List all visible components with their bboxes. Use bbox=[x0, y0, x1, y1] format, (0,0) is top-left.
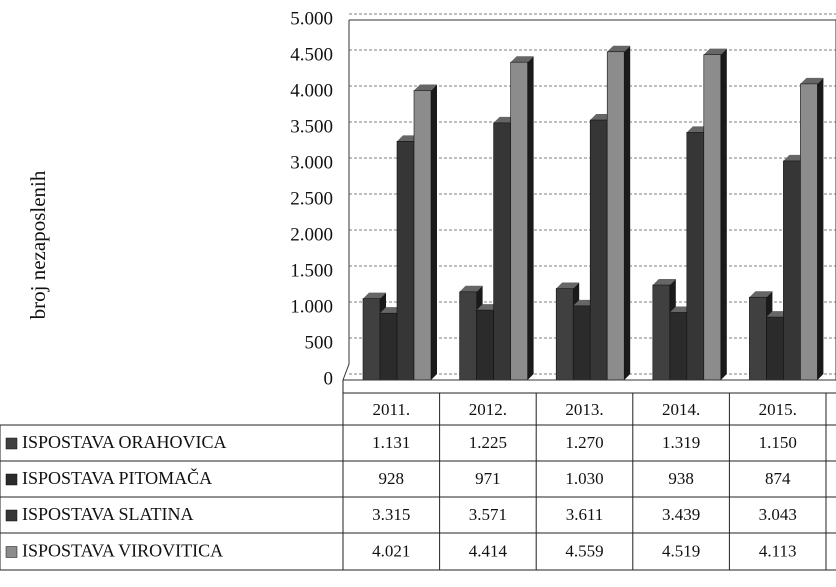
y-tick-label: 2.000 bbox=[290, 224, 333, 245]
data-label: 938 bbox=[668, 469, 694, 488]
y-tick-label: 1.500 bbox=[290, 260, 333, 281]
bar-top bbox=[652, 279, 676, 286]
bar-side bbox=[527, 56, 534, 380]
bar-side bbox=[817, 77, 824, 380]
bar bbox=[606, 51, 625, 381]
data-label: 3.315 bbox=[372, 505, 410, 524]
data-label: 3.439 bbox=[662, 505, 700, 524]
bar bbox=[493, 122, 511, 381]
bar bbox=[476, 309, 494, 381]
y-axis-title: broj nezaposlenih bbox=[26, 170, 50, 319]
x-tick-label: 2011. bbox=[372, 400, 410, 419]
bar-side bbox=[431, 84, 437, 380]
y-tick-label: 0 bbox=[324, 368, 334, 389]
bar bbox=[766, 316, 784, 381]
bar-top bbox=[703, 48, 727, 55]
bar bbox=[800, 83, 818, 381]
y-tick-label: 500 bbox=[305, 332, 334, 353]
legend-swatch bbox=[5, 437, 18, 450]
legend-swatch bbox=[5, 546, 18, 558]
bar bbox=[669, 312, 688, 381]
data-label: 4.559 bbox=[565, 541, 603, 560]
y-tick-label: 2.500 bbox=[290, 188, 333, 209]
y-tick-label: 1.000 bbox=[290, 296, 333, 317]
data-label: 4.414 bbox=[469, 541, 508, 560]
x-tick-label: 2015. bbox=[759, 400, 797, 419]
bar-top bbox=[800, 77, 824, 84]
bar-top bbox=[607, 45, 631, 52]
y-tick-label: 4.500 bbox=[290, 44, 333, 65]
bar-side bbox=[720, 48, 727, 381]
legend-swatch bbox=[5, 509, 18, 522]
bar bbox=[572, 305, 591, 381]
bar bbox=[413, 90, 432, 381]
data-label: 1.030 bbox=[565, 469, 603, 488]
bar-side bbox=[624, 45, 631, 380]
data-label: 4.519 bbox=[662, 541, 700, 560]
x-tick-label: 2012. bbox=[469, 400, 507, 419]
data-label: 1.150 bbox=[759, 433, 797, 452]
x-tick-label: 2014. bbox=[662, 400, 700, 419]
y-tick-label: 4.000 bbox=[290, 80, 333, 101]
data-label: 4.113 bbox=[759, 541, 797, 560]
data-label: 3.571 bbox=[469, 505, 507, 524]
data-label: 3.043 bbox=[759, 505, 797, 524]
legend-label: ISPOSTAVA VIROVITICA bbox=[22, 541, 223, 561]
y-tick-label: 3.000 bbox=[290, 152, 333, 173]
x-tick-label: 2013. bbox=[565, 400, 603, 419]
data-label: 928 bbox=[379, 469, 405, 488]
bar bbox=[749, 296, 767, 381]
bar-top bbox=[363, 292, 386, 299]
data-label: 1.319 bbox=[662, 433, 700, 452]
bar bbox=[379, 312, 398, 381]
bar bbox=[652, 284, 671, 381]
bar bbox=[686, 132, 705, 381]
data-label: 1.270 bbox=[565, 433, 603, 452]
data-label: 874 bbox=[765, 469, 791, 488]
bar-top bbox=[510, 56, 534, 63]
data-label: 3.611 bbox=[566, 505, 604, 524]
plot-wall bbox=[342, 19, 836, 381]
legend-swatch bbox=[5, 473, 18, 486]
bar bbox=[783, 160, 801, 381]
y-tick-label: 3.500 bbox=[290, 116, 333, 137]
bar bbox=[459, 291, 477, 381]
bar-top bbox=[414, 84, 437, 91]
data-label: 1.225 bbox=[469, 433, 507, 452]
bar bbox=[703, 54, 722, 381]
bar-top bbox=[556, 282, 580, 289]
legend-label: ISPOSTAVA ORAHOVICA bbox=[22, 432, 226, 452]
data-label: 971 bbox=[475, 469, 501, 488]
bar bbox=[555, 288, 574, 381]
legend-label: ISPOSTAVA SLATINA bbox=[22, 504, 193, 524]
bar bbox=[589, 119, 608, 381]
bar bbox=[510, 61, 528, 381]
bar-top bbox=[749, 291, 773, 298]
bar-top bbox=[459, 285, 483, 292]
data-label: 1.131 bbox=[372, 433, 410, 452]
legend-label: ISPOSTAVA PITOMAČA bbox=[22, 467, 212, 488]
bar bbox=[362, 298, 381, 381]
y-tick-label: 5.000 bbox=[290, 8, 333, 29]
data-label: 4.021 bbox=[372, 541, 410, 560]
bar bbox=[396, 141, 415, 381]
